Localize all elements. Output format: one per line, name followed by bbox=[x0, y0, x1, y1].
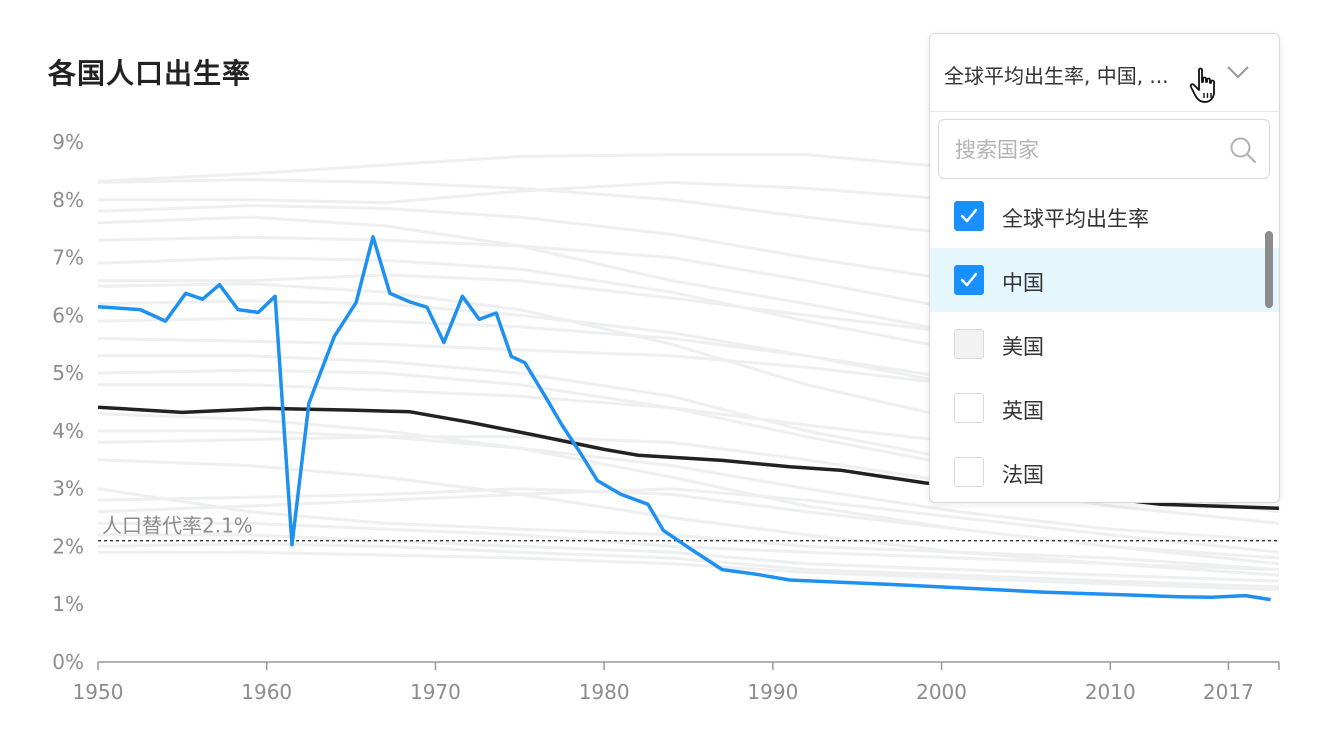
country-search-box[interactable] bbox=[938, 119, 1270, 179]
y-tick-label: 9% bbox=[52, 130, 84, 154]
option-checkbox[interactable] bbox=[954, 393, 984, 423]
option-france[interactable]: 法国 bbox=[930, 440, 1279, 502]
y-tick-label: 7% bbox=[52, 246, 84, 270]
replacement-rate-label: 人口替代率2.1% bbox=[102, 514, 253, 538]
option-label: 英国 bbox=[1002, 399, 1044, 423]
background-country-line bbox=[97, 458, 1280, 577]
option-usa[interactable]: 美国 bbox=[930, 312, 1279, 376]
chart-title: 各国人口出生率 bbox=[48, 57, 252, 90]
background-country-line bbox=[98, 533, 1280, 583]
y-tick-label: 0% bbox=[52, 650, 84, 674]
y-tick-label: 5% bbox=[52, 361, 84, 385]
y-tick-label: 2% bbox=[52, 534, 84, 558]
x-tick-label: 1950 bbox=[73, 680, 124, 704]
hand-pointer-icon bbox=[1189, 67, 1215, 103]
option-label: 美国 bbox=[1002, 335, 1044, 359]
option-list-scrollbar[interactable] bbox=[1265, 231, 1273, 308]
option-label: 全球平均出生率 bbox=[1002, 207, 1149, 231]
background-country-line bbox=[97, 487, 1280, 554]
x-tick-label: 1960 bbox=[241, 680, 292, 704]
option-uk[interactable]: 英国 bbox=[930, 376, 1279, 440]
x-tick-label: 2000 bbox=[916, 680, 967, 704]
y-tick-label: 6% bbox=[52, 303, 84, 327]
y-tick-label: 3% bbox=[52, 477, 84, 501]
country-search-input[interactable] bbox=[953, 134, 1217, 166]
x-tick-label: 1970 bbox=[410, 680, 461, 704]
dropdown-selector[interactable]: 全球平均出生率, 中国, ... bbox=[930, 34, 1279, 112]
option-label: 中国 bbox=[1002, 271, 1044, 295]
replacement-rate-reference: 人口替代率2.1% bbox=[98, 514, 1279, 542]
background-country-line bbox=[97, 542, 1280, 589]
option-china[interactable]: 中国 bbox=[930, 248, 1279, 312]
background-country-line bbox=[98, 550, 1280, 592]
x-tick-label: 2017 bbox=[1203, 680, 1254, 704]
x-tick-label: 2010 bbox=[1085, 680, 1136, 704]
chevron-down-icon[interactable] bbox=[1226, 62, 1250, 82]
option-checkbox[interactable] bbox=[954, 201, 984, 231]
option-checkbox[interactable] bbox=[954, 457, 984, 487]
y-axis-tick-labels: 0% 1% 2% 3% 4% 5% 6% 7% 8% 9% bbox=[52, 130, 84, 674]
series-line-china bbox=[97, 235, 1271, 602]
option-world-average[interactable]: 全球平均出生率 bbox=[930, 184, 1279, 248]
country-multiselect-dropdown[interactable]: 全球平均出生率, 中国, ... 全球平均出生率 中国 美国 bbox=[929, 33, 1280, 503]
search-icon[interactable] bbox=[1229, 136, 1257, 164]
check-icon bbox=[960, 272, 978, 287]
check-icon bbox=[960, 208, 978, 223]
option-checkbox[interactable] bbox=[954, 329, 984, 359]
y-tick-label: 4% bbox=[52, 419, 84, 443]
y-tick-label: 8% bbox=[52, 188, 84, 212]
dropdown-selected-value[interactable]: 全球平均出生率, 中国, ... bbox=[944, 64, 1169, 88]
x-tick-label: 1980 bbox=[579, 680, 630, 704]
background-country-line bbox=[98, 429, 1280, 543]
y-tick-label: 1% bbox=[52, 592, 84, 616]
country-option-list[interactable]: 全球平均出生率 中国 美国 英国 法国 bbox=[930, 184, 1279, 502]
x-axis-ticks: 1950 1960 1970 1980 1990 2000 2010 2017 bbox=[73, 662, 1280, 704]
option-checkbox[interactable] bbox=[954, 265, 984, 295]
option-label: 法国 bbox=[1002, 463, 1044, 487]
x-tick-label: 1990 bbox=[747, 680, 798, 704]
